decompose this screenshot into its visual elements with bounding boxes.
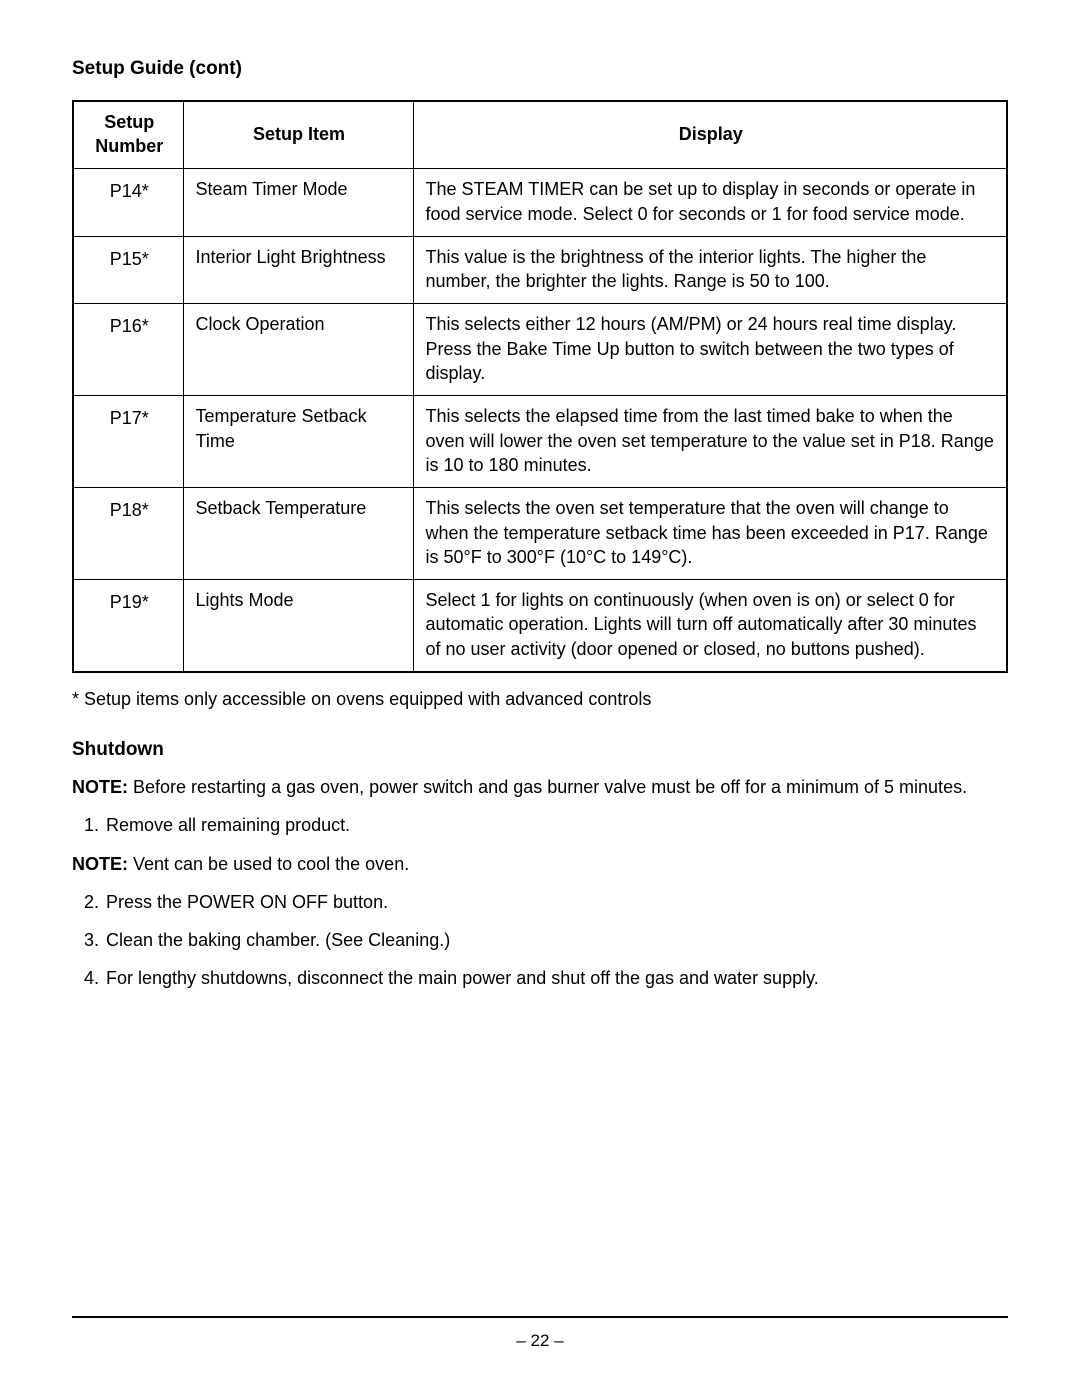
header-setup-number-line1: Setup — [104, 112, 154, 132]
cell-number: P19* — [73, 580, 183, 672]
note-text: Vent can be used to cool the oven. — [128, 854, 409, 874]
list-item: 3. Clean the baking chamber. (See Cleani… — [106, 928, 1008, 952]
table-footnote: * Setup items only accessible on ovens e… — [72, 687, 1008, 711]
list-item: 2. Press the POWER ON OFF button. — [106, 890, 1008, 914]
cell-item: Interior Light Brightness — [183, 236, 413, 304]
section-title: Setup Guide (cont) — [72, 56, 1008, 82]
step-number: 4. — [84, 966, 99, 990]
header-setup-item: Setup Item — [183, 101, 413, 169]
cell-display: This value is the brightness of the inte… — [413, 236, 1007, 304]
cell-item: Clock Operation — [183, 304, 413, 396]
shutdown-steps-1: 1. Remove all remaining product. — [72, 813, 1008, 837]
note-label: NOTE: — [72, 854, 128, 874]
header-setup-number: Setup Number — [73, 101, 183, 169]
cell-item: Temperature Setback Time — [183, 396, 413, 488]
step-text: Clean the baking chamber. (See Cleaning.… — [106, 930, 450, 950]
header-setup-number-line2: Number — [95, 136, 163, 156]
table-row: P18* Setback Temperature This selects th… — [73, 488, 1007, 580]
setup-table: Setup Number Setup Item Display P14* Ste… — [72, 100, 1008, 673]
cell-number: P16* — [73, 304, 183, 396]
step-number: 2. — [84, 890, 99, 914]
cell-display: This selects the oven set temperature th… — [413, 488, 1007, 580]
cell-item: Lights Mode — [183, 580, 413, 672]
note-text: Before restarting a gas oven, power swit… — [128, 777, 967, 797]
table-row: P15* Interior Light Brightness This valu… — [73, 236, 1007, 304]
shutdown-steps-2: 2. Press the POWER ON OFF button. 3. Cle… — [72, 890, 1008, 991]
step-text: Press the POWER ON OFF button. — [106, 892, 388, 912]
note-label: NOTE: — [72, 777, 128, 797]
cell-number: P17* — [73, 396, 183, 488]
cell-number: P14* — [73, 169, 183, 237]
cell-item: Setback Temperature — [183, 488, 413, 580]
page-footer: – 22 – — [72, 1316, 1008, 1353]
step-text: Remove all remaining product. — [106, 815, 350, 835]
page-number: – 22 – — [516, 1331, 563, 1350]
list-item: 4. For lengthy shutdowns, disconnect the… — [106, 966, 1008, 990]
shutdown-note-1: NOTE: Before restarting a gas oven, powe… — [72, 775, 1008, 799]
table-row: P19* Lights Mode Select 1 for lights on … — [73, 580, 1007, 672]
header-display: Display — [413, 101, 1007, 169]
cell-number: P18* — [73, 488, 183, 580]
cell-display: This selects either 12 hours (AM/PM) or … — [413, 304, 1007, 396]
cell-display: Select 1 for lights on continuously (whe… — [413, 580, 1007, 672]
table-row: P17* Temperature Setback Time This selec… — [73, 396, 1007, 488]
step-text: For lengthy shutdowns, disconnect the ma… — [106, 968, 819, 988]
cell-display: This selects the elapsed time from the l… — [413, 396, 1007, 488]
step-number: 1. — [84, 813, 99, 837]
cell-display: The STEAM TIMER can be set up to display… — [413, 169, 1007, 237]
table-row: P14* Steam Timer Mode The STEAM TIMER ca… — [73, 169, 1007, 237]
table-row: P16* Clock Operation This selects either… — [73, 304, 1007, 396]
cell-item: Steam Timer Mode — [183, 169, 413, 237]
step-number: 3. — [84, 928, 99, 952]
list-item: 1. Remove all remaining product. — [106, 813, 1008, 837]
shutdown-heading: Shutdown — [72, 737, 1008, 763]
shutdown-note-2: NOTE: Vent can be used to cool the oven. — [72, 852, 1008, 876]
cell-number: P15* — [73, 236, 183, 304]
